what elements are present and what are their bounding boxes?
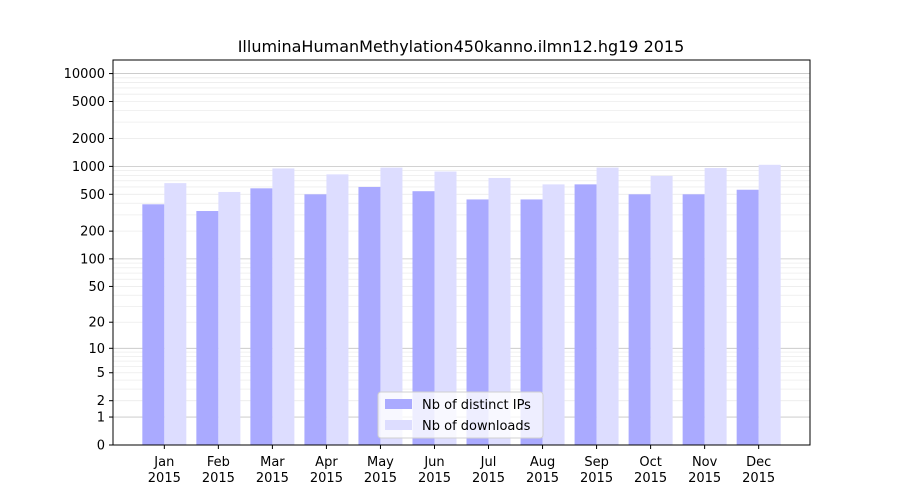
- x-tick-label-year: 2015: [580, 471, 613, 486]
- y-tick-label: 0: [97, 439, 105, 454]
- legend-swatch-distinct-ips: [385, 399, 412, 409]
- bar-distinct-ips-dec: [736, 189, 759, 445]
- x-tick-label-month: Oct: [639, 455, 661, 470]
- bar-downloads-nov: [704, 168, 727, 445]
- legend: Nb of distinct IPs Nb of downloads: [377, 391, 544, 439]
- y-tick-label: 20: [88, 316, 105, 331]
- x-tick-label-year: 2015: [148, 471, 181, 486]
- x-tick-label-year: 2015: [256, 471, 289, 486]
- bar-downloads-oct: [650, 175, 673, 445]
- x-tick-label-year: 2015: [472, 471, 505, 486]
- bar-distinct-ips-nov: [682, 194, 705, 445]
- x-tick-label-month: Feb: [207, 455, 230, 470]
- x-tick-label-month: Jun: [423, 455, 444, 470]
- x-tick-label-month: Apr: [315, 455, 338, 470]
- y-tick-label: 1000: [72, 160, 105, 175]
- y-tick-label: 2: [97, 394, 105, 409]
- y-tick-label: 10000: [64, 67, 105, 82]
- x-tick-label-year: 2015: [742, 471, 775, 486]
- bar-downloads-mar: [272, 168, 295, 445]
- plot-frame: [112, 59, 811, 446]
- x-tick-label-month: Jul: [480, 455, 497, 470]
- bar-distinct-ips-may: [358, 186, 381, 445]
- bar-distinct-ips-jul: [466, 199, 489, 445]
- x-tick-label-year: 2015: [418, 471, 451, 486]
- x-tick-label-month: Sep: [584, 455, 609, 470]
- bar-downloads-apr: [326, 174, 349, 446]
- bar-distinct-ips-sep: [574, 184, 597, 445]
- y-tick-label: 5000: [72, 95, 105, 110]
- x-tick-label-month: Aug: [530, 455, 555, 470]
- x-tick-label-month: May: [367, 455, 394, 470]
- bar-distinct-ips-oct: [628, 194, 651, 445]
- y-tick-label: 10: [88, 342, 105, 357]
- bar-distinct-ips-jan: [142, 204, 165, 445]
- x-tick-label-year: 2015: [202, 471, 235, 486]
- legend-label-downloads: Nb of downloads: [422, 419, 531, 434]
- bar-downloads-aug: [542, 184, 565, 445]
- x-tick-label-month: Nov: [692, 455, 718, 470]
- legend-swatch-downloads: [385, 420, 412, 430]
- legend-box: [377, 391, 544, 439]
- bar-distinct-ips-mar: [250, 188, 273, 445]
- bar-downloads-jun: [434, 171, 457, 445]
- y-tick-label: 1: [97, 411, 105, 426]
- y-tick-label: 100: [80, 252, 105, 267]
- bar-downloads-jan: [164, 183, 187, 445]
- x-tick-label-month: Jan: [153, 455, 174, 470]
- bar-downloads-sep: [596, 167, 619, 445]
- bars: [142, 164, 781, 446]
- x-tick-label-year: 2015: [634, 471, 667, 486]
- bar-downloads-feb: [218, 191, 241, 445]
- x-tick-label-month: Mar: [260, 455, 285, 470]
- y-tick-label: 2000: [72, 132, 105, 147]
- x-tick-label-month: Dec: [746, 455, 771, 470]
- chart-title: IlluminaHumanMethylation450kanno.ilmn12.…: [238, 37, 685, 56]
- bar-downloads-dec: [758, 164, 781, 445]
- bar-distinct-ips-apr: [304, 194, 327, 445]
- x-tick-label-year: 2015: [526, 471, 559, 486]
- bar-downloads-may: [380, 167, 403, 445]
- x-tick-label-year: 2015: [688, 471, 721, 486]
- x-tick-label-year: 2015: [364, 471, 397, 486]
- bar-distinct-ips-aug: [520, 199, 543, 445]
- bar-distinct-ips-jun: [412, 191, 435, 445]
- y-tick-label: 50: [88, 280, 105, 295]
- x-tick-label-year: 2015: [310, 471, 343, 486]
- legend-label-distinct-ips: Nb of distinct IPs: [422, 398, 531, 413]
- y-tick-label: 500: [80, 188, 105, 203]
- axes: 012510205010020050010002000500010000Jan2…: [64, 59, 811, 486]
- y-tick-label: 200: [80, 225, 105, 240]
- bar-downloads-jul: [488, 177, 511, 445]
- y-tick-label: 5: [97, 366, 105, 381]
- bar-distinct-ips-feb: [196, 211, 219, 445]
